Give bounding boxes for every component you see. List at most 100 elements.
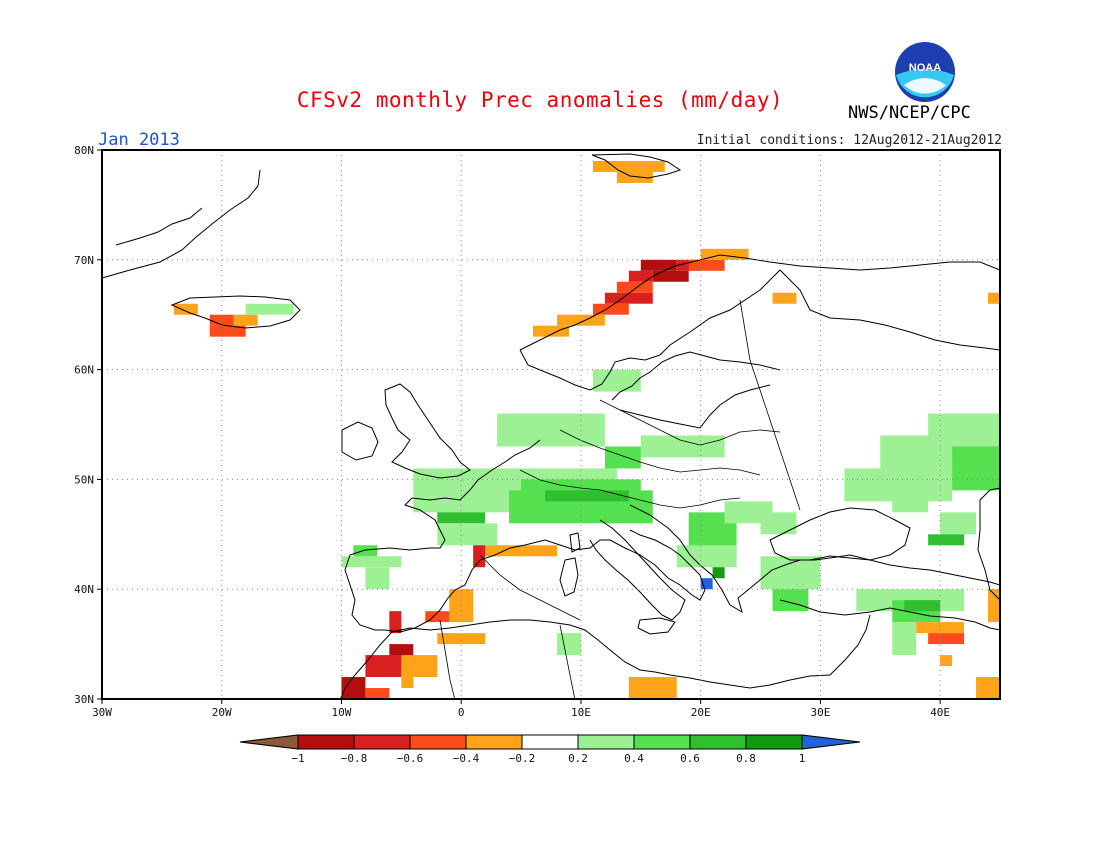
coastlines [102,153,1000,699]
anomaly-cells [173,160,1000,699]
anomaly-cell [628,677,677,699]
anomaly-cell [592,160,665,172]
anomaly-cell [772,589,809,612]
anomaly-cell [700,578,713,590]
legend-level-label: 0.6 [680,752,700,765]
color-legend: −1 −0.8 −0.6 −0.4 −0.2 0.2 0.4 0.6 0.8 1 [239,734,861,765]
anomaly-cell [760,512,797,535]
legend-level-label: −0.6 [397,752,424,765]
anomaly-cell [904,600,941,612]
anomaly-cell [892,479,929,513]
legend-swatch [689,734,747,750]
legend-level-label: 0.8 [736,752,756,765]
legend-swatch [633,734,691,750]
anomaly-cell [844,468,893,502]
anomaly-cell [628,270,653,282]
axis-ticks: 30W 20W 10W 0 10E 20E 30E 40E 30N 40N 50N 60N 70N 80N [74,144,950,719]
legend-level-label: −0.4 [453,752,480,765]
lat-tick-label: 50N [74,473,94,486]
agency-label: NWS/NCEP/CPC [848,103,971,123]
anomaly-cell [485,545,557,557]
anomaly-cell [892,622,917,656]
legend-level-label: 0.2 [568,752,588,765]
map-title: CFSv2 monthly Prec anomalies (mm/day) [296,88,784,112]
lon-tick-label: 10E [571,706,591,719]
initial-conditions: Initial conditions: 12Aug2012-21Aug2012 [696,133,1002,148]
anomaly-cell [616,281,653,293]
anomaly-cell [700,248,749,260]
anomaly-cell [640,259,677,271]
anomaly-cell [712,567,725,579]
anomaly-cell [245,303,294,315]
lon-tick-label: 30E [810,706,830,719]
anomaly-cell [401,655,414,689]
legend-swatch [577,734,635,750]
anomaly-cell [940,512,977,535]
anomaly-cell [976,677,1000,699]
legend-swatch [409,734,467,750]
anomaly-cell [592,303,629,315]
lon-tick-label: 10W [332,706,352,719]
map-frame [101,149,1001,700]
anomaly-cell [940,655,953,667]
anomaly-cell [604,446,641,469]
lon-tick-label: 0 [458,706,465,719]
legend-swatch [465,734,523,750]
noaa-logo-text: NOAA [909,62,941,74]
anomaly-cell [676,259,701,271]
anomaly-cell [413,655,438,678]
anomaly-cell [640,435,725,458]
legend-level-label: −0.8 [341,752,368,765]
anomaly-cell [341,677,366,699]
anomaly-cell [365,655,402,678]
anomaly-cell [616,171,653,183]
lat-tick-label: 80N [74,144,94,157]
anomaly-cell [688,259,725,271]
anomaly-cell [437,633,486,645]
anomaly-cell [497,413,605,447]
anomaly-cell [928,633,965,645]
anomaly-cell [988,589,1000,623]
legend-swatch [297,734,355,750]
anomaly-cell [988,292,1000,304]
anomaly-cell [533,325,569,337]
anomaly-cell [233,314,258,326]
legend-level-label: −0.2 [509,752,536,765]
legend-arrow-low [239,734,299,750]
anomaly-cell [173,303,198,315]
legend-level-label: −1 [291,752,304,765]
legend-swatch [745,734,803,750]
lon-tick-label: 30W [92,706,112,719]
anomaly-cell [772,292,797,304]
lat-tick-label: 40N [74,583,94,596]
anomaly-cell [760,556,821,590]
anomaly-cell [389,611,402,634]
lon-tick-label: 20W [212,706,232,719]
anomaly-cell [425,611,450,623]
legend-level-label: 1 [799,752,806,765]
anomaly-cell [652,270,689,282]
anomaly-cell [916,622,965,634]
anomaly-cell [473,545,486,568]
lon-tick-label: 40E [930,706,950,719]
anomaly-cell [437,523,498,546]
anomaly-cell [437,512,486,524]
anomaly-cell [592,369,641,392]
anomaly-cell [341,556,402,568]
anomaly-cell [545,490,629,502]
anomaly-cell [556,633,581,656]
anomaly-cell [365,688,390,699]
anomaly-cell [952,446,1000,491]
anomaly-cell [353,545,378,557]
legend-swatch [521,734,579,750]
anomaly-cell [604,292,653,304]
legend-arrow-high [801,734,861,750]
noaa-logo: NOAA [895,42,955,102]
anomaly-cell [676,545,737,568]
lat-tick-label: 60N [74,364,94,377]
lon-tick-label: 20E [691,706,711,719]
anomaly-cell [365,567,390,590]
lat-tick-label: 70N [74,254,94,267]
anomaly-cell [928,534,965,546]
